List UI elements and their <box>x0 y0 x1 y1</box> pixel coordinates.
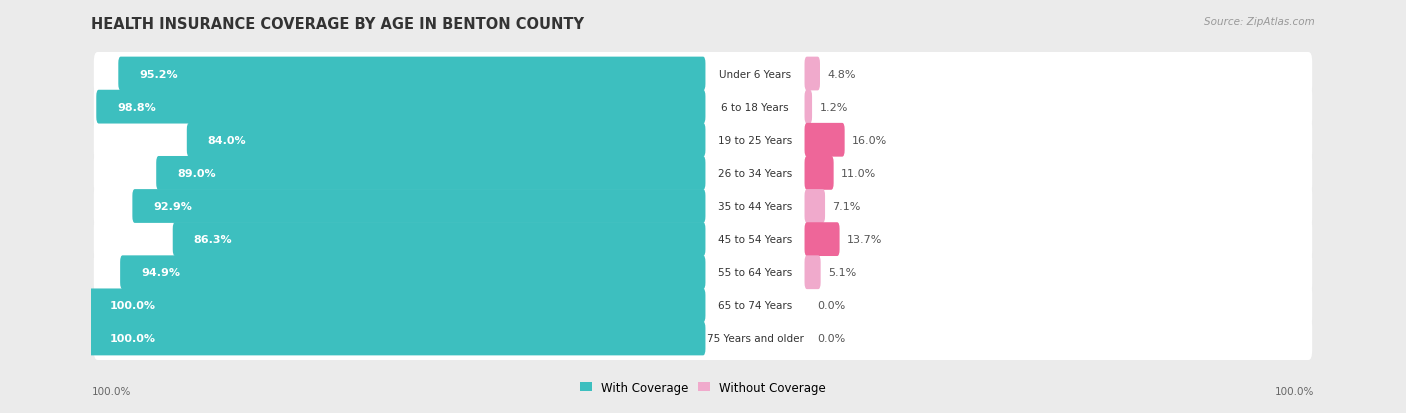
Text: 100.0%: 100.0% <box>91 387 131 396</box>
FancyBboxPatch shape <box>804 190 825 223</box>
Text: 6 to 18 Years: 6 to 18 Years <box>721 102 789 112</box>
FancyBboxPatch shape <box>173 223 706 256</box>
Text: 19 to 25 Years: 19 to 25 Years <box>718 135 792 145</box>
FancyBboxPatch shape <box>89 289 706 323</box>
Text: 0.0%: 0.0% <box>817 334 845 344</box>
FancyBboxPatch shape <box>96 90 706 124</box>
FancyBboxPatch shape <box>804 157 834 190</box>
Text: 45 to 54 Years: 45 to 54 Years <box>718 235 792 244</box>
FancyBboxPatch shape <box>94 53 1312 96</box>
Text: Under 6 Years: Under 6 Years <box>718 69 792 79</box>
Text: 94.9%: 94.9% <box>141 268 180 278</box>
Text: 55 to 64 Years: 55 to 64 Years <box>718 268 792 278</box>
FancyBboxPatch shape <box>804 256 821 290</box>
FancyBboxPatch shape <box>94 317 1312 360</box>
Text: 86.3%: 86.3% <box>194 235 232 244</box>
FancyBboxPatch shape <box>94 119 1312 162</box>
FancyBboxPatch shape <box>94 185 1312 228</box>
Text: 4.8%: 4.8% <box>827 69 856 79</box>
FancyBboxPatch shape <box>804 90 813 124</box>
FancyBboxPatch shape <box>132 190 706 223</box>
Text: 11.0%: 11.0% <box>841 169 876 178</box>
Text: 65 to 74 Years: 65 to 74 Years <box>718 301 792 311</box>
FancyBboxPatch shape <box>120 256 706 290</box>
FancyBboxPatch shape <box>118 57 706 91</box>
Text: 84.0%: 84.0% <box>208 135 246 145</box>
Text: 5.1%: 5.1% <box>828 268 856 278</box>
Text: 16.0%: 16.0% <box>852 135 887 145</box>
FancyBboxPatch shape <box>94 218 1312 261</box>
Text: 35 to 44 Years: 35 to 44 Years <box>718 202 792 211</box>
Text: 1.2%: 1.2% <box>820 102 848 112</box>
Text: 75 Years and older: 75 Years and older <box>707 334 803 344</box>
Text: 100.0%: 100.0% <box>1275 387 1315 396</box>
Text: 7.1%: 7.1% <box>832 202 860 211</box>
Text: 89.0%: 89.0% <box>177 169 215 178</box>
FancyBboxPatch shape <box>94 86 1312 129</box>
Legend: With Coverage, Without Coverage: With Coverage, Without Coverage <box>575 376 831 399</box>
FancyBboxPatch shape <box>804 57 820 91</box>
FancyBboxPatch shape <box>804 123 845 157</box>
FancyBboxPatch shape <box>156 157 706 190</box>
Text: 95.2%: 95.2% <box>139 69 177 79</box>
Text: 13.7%: 13.7% <box>846 235 883 244</box>
FancyBboxPatch shape <box>94 284 1312 327</box>
Text: HEALTH INSURANCE COVERAGE BY AGE IN BENTON COUNTY: HEALTH INSURANCE COVERAGE BY AGE IN BENT… <box>91 17 585 31</box>
Text: 100.0%: 100.0% <box>110 334 156 344</box>
FancyBboxPatch shape <box>94 152 1312 195</box>
FancyBboxPatch shape <box>187 123 706 157</box>
FancyBboxPatch shape <box>804 223 839 256</box>
Text: 92.9%: 92.9% <box>153 202 193 211</box>
FancyBboxPatch shape <box>89 322 706 356</box>
Text: 26 to 34 Years: 26 to 34 Years <box>718 169 792 178</box>
Text: 98.8%: 98.8% <box>117 102 156 112</box>
Text: 0.0%: 0.0% <box>817 301 845 311</box>
FancyBboxPatch shape <box>94 251 1312 294</box>
Text: 100.0%: 100.0% <box>110 301 156 311</box>
Text: Source: ZipAtlas.com: Source: ZipAtlas.com <box>1204 17 1315 26</box>
